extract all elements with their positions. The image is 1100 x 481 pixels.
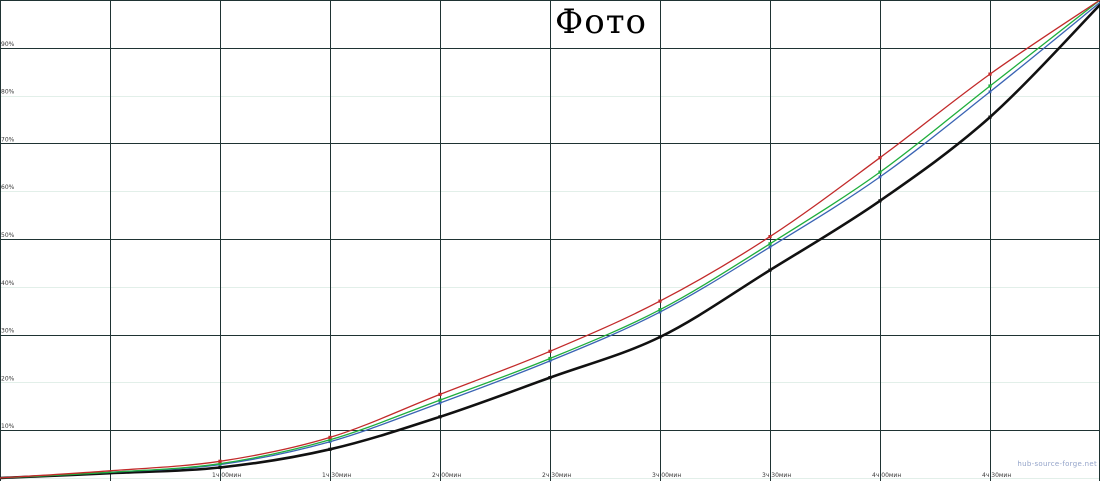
series-marker-green	[988, 84, 992, 88]
series-marker-red	[548, 349, 552, 353]
series-marker-red	[438, 392, 442, 396]
x-axis-label: 4ч 30мин	[982, 472, 1011, 479]
x-axis-label: 2ч 30мин	[542, 472, 571, 479]
series-marker-black	[548, 376, 552, 380]
series-marker-black	[988, 115, 992, 119]
y-axis-label: 60%	[1, 184, 15, 191]
series-line-black	[0, 3, 1100, 480]
series-marker-green	[548, 356, 552, 361]
series-marker-blue	[328, 440, 332, 444]
x-axis-label: 4ч 00мин	[872, 472, 901, 479]
x-axis-label: 3ч 00мин	[652, 472, 681, 479]
watermark-text: hub-source-forge.net	[1017, 460, 1097, 468]
series-marker-green	[658, 308, 662, 312]
series-marker-red	[988, 72, 992, 76]
series-marker-black	[438, 415, 442, 419]
series-marker-green	[438, 398, 442, 402]
series-marker-red	[878, 156, 882, 160]
x-axis-label: 1ч 00мин	[212, 472, 241, 479]
y-axis-label: 50%	[1, 232, 15, 239]
y-axis-label: 40%	[1, 280, 15, 287]
series-marker-blue	[878, 175, 882, 179]
y-axis-label: 30%	[1, 328, 15, 335]
series-marker-blue	[768, 245, 772, 249]
series-marker-red	[658, 299, 662, 303]
series-marker-black	[878, 199, 882, 203]
series-marker-blue	[438, 401, 442, 405]
series-marker-black	[658, 335, 662, 339]
x-axis-label: 3ч 30мин	[762, 472, 791, 479]
x-axis-label: 1ч 30мин	[322, 472, 351, 479]
y-axis-label: 20%	[1, 375, 15, 382]
series-marker-green	[878, 170, 882, 174]
y-axis-label: 90%	[1, 41, 15, 48]
series-marker-blue	[548, 359, 552, 363]
series-marker-blue	[658, 310, 662, 314]
series-marker-red	[328, 435, 332, 439]
chart-title: Фото	[555, 2, 647, 42]
series-marker-green	[218, 462, 222, 466]
y-axis-label: 70%	[1, 136, 15, 143]
y-axis-label: 80%	[1, 89, 15, 96]
series-marker-blue	[988, 90, 992, 94]
series-marker-black	[218, 465, 222, 470]
series-marker-green	[328, 438, 332, 442]
series-marker-green	[768, 242, 772, 246]
series-marker-red	[768, 235, 772, 239]
series-marker-red	[218, 459, 222, 463]
series-marker-black	[768, 268, 772, 272]
y-axis-label: 10%	[1, 423, 15, 430]
series-marker-black	[328, 447, 332, 451]
x-axis-label: 2ч 00мин	[432, 472, 461, 479]
